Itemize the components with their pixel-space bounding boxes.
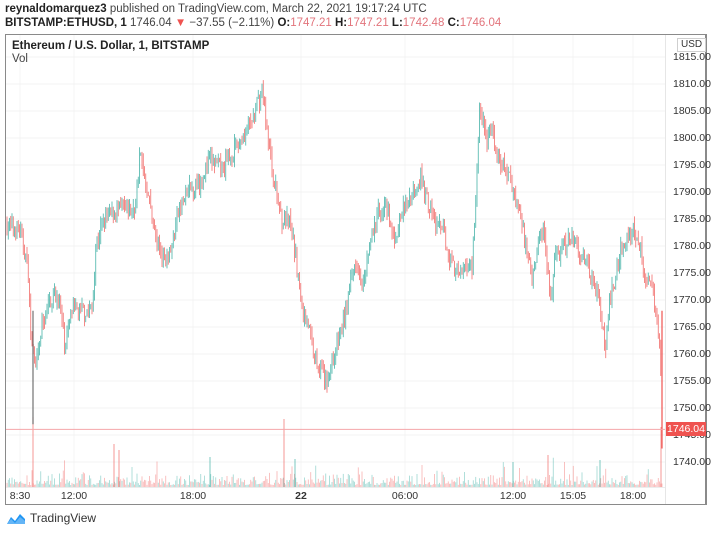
symbol-summary: BITSTAMP:ETHUSD, 1 1746.04 ▼ −37.55 (−2.… xyxy=(5,17,501,29)
author-name[interactable]: reynaldomarquez3 xyxy=(5,3,107,15)
volume-legend[interactable]: Vol xyxy=(12,53,28,65)
time-tick-label: 06:00 xyxy=(391,490,419,502)
symbol-label: BITSTAMP:ETHUSD, 1 xyxy=(5,17,127,29)
price-tick-label: 1750.00 xyxy=(673,402,711,414)
time-axis-divider xyxy=(6,487,665,488)
price-change: −37.55 (−2.11%) xyxy=(189,17,275,29)
price-tick-label: 1805.00 xyxy=(673,105,711,117)
price-tick-label: 1790.00 xyxy=(673,186,711,198)
current-price-badge: 1746.04 xyxy=(666,422,706,437)
price-tick-label: 1785.00 xyxy=(673,213,711,225)
high-value: 1747.21 xyxy=(347,17,389,29)
time-tick-label: 12:00 xyxy=(60,490,88,502)
open-value: 1747.21 xyxy=(290,17,332,29)
tradingview-brand[interactable]: TradingView xyxy=(6,511,96,525)
price-tick-label: 1800.00 xyxy=(673,132,711,144)
time-tick-label: 8:30 xyxy=(9,490,31,502)
low-value: 1742.48 xyxy=(402,17,445,29)
close-label: C: xyxy=(447,17,460,29)
price-tick-label: 1795.00 xyxy=(673,159,711,171)
price-tick-label: 1765.00 xyxy=(673,321,711,333)
time-tick-label: 18:00 xyxy=(619,490,647,502)
down-arrow-icon: ▼ xyxy=(174,17,187,29)
price-tick-label: 1810.00 xyxy=(673,78,711,90)
price-tick-label: 1815.00 xyxy=(673,51,711,63)
time-tick-label: 12:00 xyxy=(499,490,527,502)
price-tick-label: 1755.00 xyxy=(673,375,711,387)
brand-name: TradingView xyxy=(30,511,97,525)
time-tick-label: 15:05 xyxy=(559,490,587,502)
time-tick-label: 22 xyxy=(295,490,307,502)
chart-legend-title[interactable]: Ethereum / U.S. Dollar, 1, BITSTAMP xyxy=(12,40,210,52)
tradingview-logo-icon xyxy=(7,513,25,524)
price-tick-label: 1770.00 xyxy=(673,294,711,306)
close-value: 1746.04 xyxy=(459,17,502,29)
price-axis-divider xyxy=(665,35,666,504)
last-price: 1746.04 xyxy=(130,17,172,29)
time-tick-label: 18:00 xyxy=(179,490,207,502)
publish-info: reynaldomarquez3 published on TradingVie… xyxy=(5,3,427,15)
price-tick-label: 1775.00 xyxy=(673,267,711,279)
candles xyxy=(6,80,663,449)
low-label: L: xyxy=(391,17,403,29)
price-tick-label: 1740.00 xyxy=(673,456,711,468)
high-label: H: xyxy=(335,17,348,29)
currency-label[interactable]: USD xyxy=(677,38,707,52)
published-text: published on TradingView.com, March 22, … xyxy=(109,3,427,15)
candlestick-chart[interactable] xyxy=(6,35,665,487)
open-label: O: xyxy=(277,17,291,29)
price-tick-label: 1780.00 xyxy=(673,240,711,252)
price-tick-label: 1760.00 xyxy=(673,348,711,360)
volume-bars xyxy=(6,417,663,487)
